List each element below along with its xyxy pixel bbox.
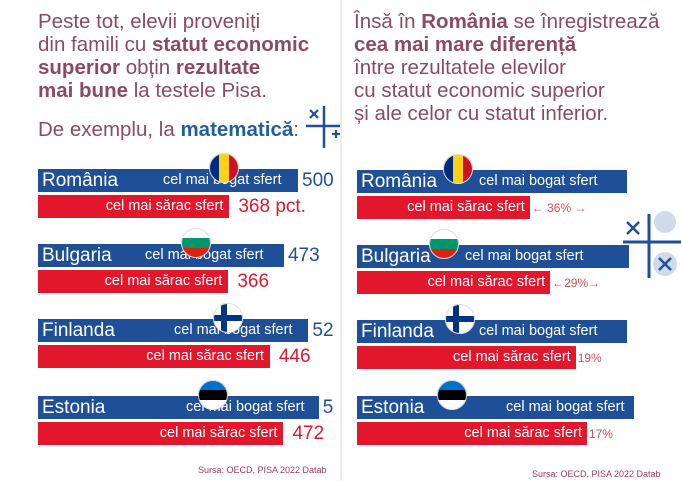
- bar-poor-estonia: cel mai sărac sfert: [38, 422, 284, 445]
- bar-poor-finlanda: cel mai sărac sfert: [38, 345, 270, 368]
- right-headline-part-2: se înregistrează: [507, 10, 660, 33]
- poor-segment-label-relative-estonia: cel mai sărac sfert: [464, 425, 582, 441]
- right-source: Sursa: OECD, PISA 2022 Datab: [532, 469, 661, 479]
- flag-left-estonia: [198, 380, 228, 410]
- left-headline-part-2: din famili cu: [38, 33, 152, 56]
- rich-segment-label-relative-finlanda: cel mai bogat sfert: [479, 323, 598, 339]
- left-headline-part-3: statut economic: [151, 33, 310, 56]
- value-poor-estonia: 472: [292, 423, 325, 444]
- value-rich-estonia: 5: [322, 397, 334, 418]
- math-symbols-icon-right: [623, 211, 681, 278]
- bar-rich-bulgaria: Bulgaria cel mai bogat sfert: [38, 244, 284, 267]
- value-poor-finlanda: 446: [278, 346, 311, 367]
- right-headline-part-6: între rezultatele elevilor: [354, 56, 566, 79]
- bar-rich-relative-finlanda: Finlanda cel mai bogat sfert: [357, 320, 627, 343]
- country-label-relative-finlanda: Finlanda: [361, 321, 434, 342]
- rich-segment-label-relative-bulgaria: cel mai bogat sfert: [465, 248, 584, 264]
- right-headline-part-1: România: [421, 10, 508, 33]
- left-headline-part-6: obțin: [120, 56, 176, 79]
- rich-segment-label-relative-romania: cel mai bogat sfert: [479, 173, 598, 189]
- bar-poor-relative-estonia: cel mai sărac sfert: [357, 422, 587, 445]
- right-panel: Însă în România se înregistrează cea mai …: [341, 0, 682, 481]
- difference-label-romania: ← 36% →: [531, 201, 587, 215]
- poor-segment-label-romania: cel mai sărac sfert: [105, 198, 224, 214]
- bar-rich-finlanda: Finlanda cel mai bogat sfert: [38, 319, 309, 342]
- poor-segment-label-bulgaria: cel mai sărac sfert: [104, 273, 223, 289]
- bar-poor-relative-bulgaria: cel mai sărac sfert: [357, 271, 551, 294]
- bar-poor-relative-romania: cel mai sărac sfert: [357, 196, 530, 219]
- country-label-relative-romania: România: [361, 171, 438, 192]
- country-label-romania: România: [42, 170, 119, 191]
- flag-right-estonia: [437, 380, 467, 410]
- difference-label-bulgaria: ←29%→: [552, 276, 601, 290]
- bar-rich-relative-bulgaria: Bulgaria cel mai bogat sfert: [357, 245, 629, 268]
- left-headline-part-5: superior: [38, 56, 121, 79]
- example-line: De exemplu, la matematică:: [38, 118, 299, 141]
- left-headline: Peste tot, elevii proveniți din famili cu…: [38, 10, 338, 102]
- left-headline-part-0: Peste tot, elevii proveniți: [38, 10, 261, 33]
- right-headline-part-8: cu statut economic superior: [354, 79, 605, 102]
- bar-poor-romania: cel mai sărac sfert: [38, 195, 230, 218]
- bar-rich-relative-romania: România cel mai bogat sfert: [357, 170, 627, 193]
- right-headline-part-4: cea mai mare diferență: [354, 33, 577, 56]
- poor-segment-label-relative-finlanda: cel mai sărac sfert: [453, 349, 571, 365]
- bar-rich-estonia: Estonia cel mai bogat sfert: [38, 396, 319, 419]
- country-label-finlanda: Finlanda: [42, 320, 115, 341]
- flag-right-finlanda: [445, 304, 475, 334]
- country-label-estonia: Estonia: [42, 397, 106, 418]
- flag-left-romania: [209, 153, 239, 183]
- difference-label-estonia: 17%: [588, 427, 613, 441]
- flag-left-bulgaria: [181, 228, 211, 258]
- bar-poor-bulgaria: cel mai sărac sfert: [38, 270, 229, 293]
- value-poor-romania: 368 pct.: [238, 196, 306, 217]
- value-rich-romania: 500: [302, 170, 334, 191]
- poor-segment-label-relative-romania: cel mai sărac sfert: [407, 199, 525, 215]
- country-label-relative-estonia: Estonia: [361, 397, 425, 418]
- example-prefix: De exemplu, la: [38, 118, 181, 141]
- poor-segment-label-finlanda: cel mai sărac sfert: [146, 348, 264, 364]
- left-headline-part-7: rezultate: [175, 56, 261, 79]
- left-source: Sursa: OECD, PISA 2022 Datab: [198, 465, 327, 475]
- rich-segment-label-relative-estonia: cel mai bogat sfert: [506, 399, 625, 415]
- difference-label-finlanda: 19%: [577, 351, 602, 365]
- left-panel: Peste tot, elevii proveniți din famili cu…: [38, 10, 341, 475]
- left-headline-part-10: la testele Pisa.: [128, 79, 268, 102]
- bar-rich-relative-estonia: Estonia cel mai bogat sfert: [357, 396, 634, 419]
- poor-segment-label-relative-bulgaria: cel mai sărac sfert: [427, 274, 546, 290]
- flag-left-finlanda: [213, 303, 243, 333]
- panel-divider: [340, 0, 342, 481]
- example-suffix: :: [293, 118, 299, 141]
- flag-right-romania: [443, 154, 473, 184]
- poor-segment-label-estonia: cel mai sărac sfert: [159, 425, 278, 441]
- right-headline: Însă în România se înregistrează cea mai …: [354, 10, 682, 125]
- math-symbols-icon: [306, 106, 341, 148]
- right-headline-part-10: și ale celor cu statut inferior.: [354, 102, 609, 125]
- country-label-relative-bulgaria: Bulgaria: [361, 246, 431, 267]
- example-subject: matematică: [180, 118, 294, 141]
- value-poor-bulgaria: 366: [237, 271, 270, 292]
- country-label-bulgaria: Bulgaria: [42, 245, 112, 266]
- right-headline-part-0: Însă în: [354, 10, 422, 33]
- value-rich-bulgaria: 473: [287, 245, 320, 266]
- value-rich-finlanda: 52: [312, 320, 334, 341]
- left-headline-part-9: mai bune: [38, 79, 128, 102]
- flag-right-bulgaria: [429, 229, 459, 259]
- bar-poor-relative-finlanda: cel mai sărac sfert: [357, 346, 576, 369]
